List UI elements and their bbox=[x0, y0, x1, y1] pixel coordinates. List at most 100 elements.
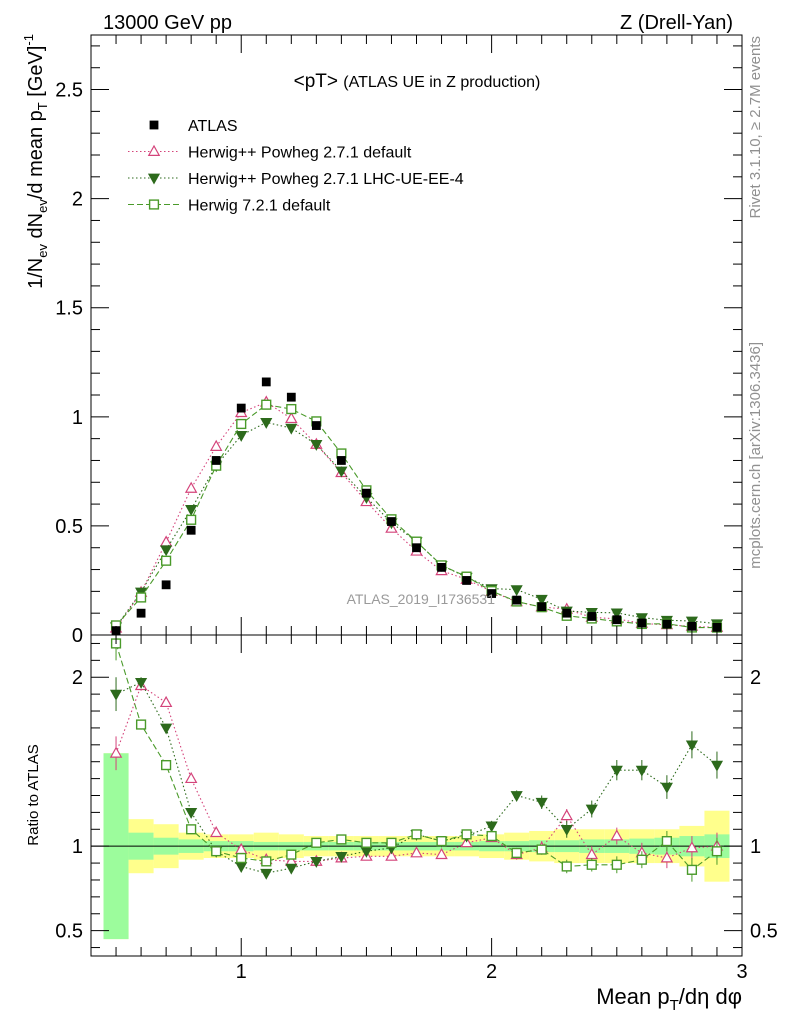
series-marker-main bbox=[610, 608, 623, 620]
series-marker-main bbox=[185, 504, 198, 516]
ratio-y-tick-label: 1 bbox=[72, 836, 83, 858]
series-marker-ratio bbox=[586, 859, 597, 870]
data-point bbox=[236, 403, 246, 413]
data-point bbox=[362, 488, 371, 498]
data-point bbox=[211, 456, 221, 465]
series-marker-ratio bbox=[161, 759, 172, 771]
series-marker-ratio bbox=[661, 836, 672, 847]
legend-label: Herwig++ Powheg 2.7.1 LHC-UE-EE-4 bbox=[188, 171, 464, 188]
series-marker-main bbox=[236, 418, 247, 430]
series-marker-ratio bbox=[560, 809, 573, 821]
series-marker-ratio bbox=[461, 829, 472, 840]
data-point bbox=[562, 608, 572, 618]
series-marker-main bbox=[335, 466, 348, 478]
series-marker-ratio bbox=[385, 849, 398, 861]
series-marker-main bbox=[535, 594, 548, 606]
series-marker-ratio bbox=[134, 677, 148, 689]
data-point bbox=[161, 580, 171, 590]
series-marker-main bbox=[209, 439, 223, 451]
legend-label: Herwig 7.2.1 default bbox=[188, 198, 331, 215]
series-marker-ratio bbox=[311, 837, 322, 848]
series-marker-ratio bbox=[386, 837, 397, 848]
ratio-y-axis-label: Ratio to ATLAS bbox=[25, 744, 42, 845]
series-marker-ratio bbox=[585, 804, 598, 816]
legend-entry: ATLAS bbox=[149, 118, 238, 135]
legend-marker bbox=[149, 120, 159, 130]
series-marker-main bbox=[285, 423, 298, 435]
ratio-panel: 1 2 30.5 0.51 12 2 bbox=[55, 634, 778, 983]
collision-label: 13000 GeV pp bbox=[103, 12, 232, 34]
series-marker-main bbox=[635, 613, 648, 625]
series-marker-main bbox=[285, 411, 298, 424]
series-marker-ratio bbox=[109, 689, 123, 701]
x-tick-label: 3 bbox=[736, 961, 747, 983]
data-point bbox=[261, 377, 271, 387]
series-marker-ratio bbox=[209, 825, 223, 838]
y-axis-label-text: 1/Nev​ dNev​/d mean pT​ [GeV]-1​ bbox=[21, 34, 50, 289]
series-marker-main bbox=[261, 399, 272, 410]
ratio-y-tick-label: 0.5 bbox=[55, 921, 83, 943]
series-marker-main bbox=[685, 616, 699, 628]
series-marker-ratio bbox=[660, 782, 673, 794]
series-marker-main bbox=[286, 403, 297, 415]
data-point bbox=[537, 602, 547, 612]
data-point bbox=[437, 562, 446, 572]
y-axis-label: 1/Nev​ dNev​/d mean pT​ [GeV]-1​ bbox=[21, 34, 50, 289]
ratio-y-tick-label-right: 1 bbox=[750, 836, 761, 858]
data-point bbox=[311, 421, 321, 430]
series-marker-main bbox=[260, 418, 273, 429]
series-marker-ratio bbox=[410, 846, 423, 858]
data-point bbox=[412, 543, 421, 553]
y-tick-label: 0 bbox=[72, 625, 83, 647]
data-point bbox=[286, 392, 296, 402]
legend-marker bbox=[147, 144, 161, 156]
series-marker-ratio bbox=[635, 765, 648, 777]
series-marker-ratio bbox=[610, 765, 623, 777]
data-point bbox=[336, 456, 346, 465]
series-marker-ratio bbox=[486, 830, 497, 842]
legend-entry: Herwig++ Powheg 2.7.1 default bbox=[128, 145, 412, 162]
ratio-y-tick-label-right: 0.5 bbox=[750, 921, 778, 943]
series-marker-main bbox=[186, 514, 197, 525]
series-marker-ratio bbox=[536, 844, 547, 855]
series-marker-ratio bbox=[186, 824, 197, 835]
series-marker-ratio bbox=[686, 864, 698, 875]
data-point bbox=[612, 615, 622, 625]
y-tick-label: 2 bbox=[72, 189, 83, 211]
data-point bbox=[136, 608, 146, 618]
data-point bbox=[487, 589, 497, 598]
rivet-version-label: Rivet 3.1.10, ≥ 2.7M events bbox=[747, 36, 764, 219]
legend-marker bbox=[147, 173, 161, 185]
series-marker-ratio bbox=[610, 829, 624, 841]
data-point bbox=[637, 618, 647, 628]
series-marker-ratio bbox=[660, 851, 674, 863]
data-point bbox=[587, 612, 597, 621]
series-marker-ratio bbox=[184, 771, 198, 784]
series-marker-ratio bbox=[261, 856, 272, 867]
series-marker-main bbox=[310, 440, 323, 451]
series-marker-ratio bbox=[611, 859, 622, 870]
series-marker-ratio bbox=[711, 846, 723, 857]
series-marker-ratio bbox=[335, 851, 348, 863]
series-marker-ratio bbox=[561, 861, 572, 872]
series-marker-ratio bbox=[560, 824, 573, 836]
series-marker-ratio bbox=[535, 797, 548, 809]
legend: ATLAS Herwig++ Powheg 2.7.1 default Herwig… bbox=[128, 118, 464, 215]
mcplots-reference-label: mcplots.cern.ch [arXiv:1306.3436] bbox=[747, 342, 764, 569]
series-marker-ratio bbox=[286, 849, 297, 860]
series-marker-ratio bbox=[285, 863, 298, 875]
series-marker-ratio bbox=[411, 829, 422, 840]
series-marker-ratio bbox=[159, 695, 173, 708]
data-point bbox=[662, 619, 672, 629]
data-point bbox=[462, 576, 471, 585]
series-marker-main bbox=[160, 545, 173, 557]
series-marker-main bbox=[159, 535, 173, 547]
ratio-y-tick-label-right: 2 bbox=[750, 667, 761, 689]
series-marker-ratio bbox=[109, 746, 123, 758]
x-axis-label: Mean pT​/dη dφ bbox=[596, 984, 742, 1014]
series-marker-ratio bbox=[511, 847, 522, 859]
legend-label: Herwig++ Powheg 2.7.1 default bbox=[188, 145, 412, 162]
main-panel: 0 0.5 1 1.5 2 2.5 bbox=[55, 34, 743, 647]
ratio-series bbox=[109, 635, 724, 882]
